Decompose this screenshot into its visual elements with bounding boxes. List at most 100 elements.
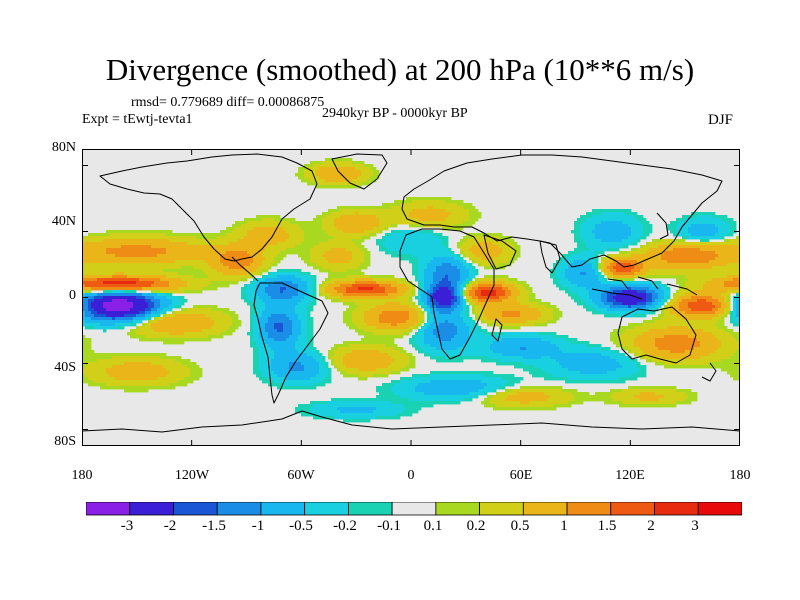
field-cell xyxy=(628,215,631,218)
field-cell xyxy=(274,293,277,296)
field-cell xyxy=(424,260,427,263)
field-cell xyxy=(214,278,217,281)
field-cell xyxy=(457,200,460,203)
field-cell xyxy=(139,248,142,251)
field-cell xyxy=(337,224,340,227)
field-cell xyxy=(631,218,634,221)
field-cell xyxy=(562,272,565,275)
field-cell xyxy=(115,239,118,242)
field-cell xyxy=(247,263,250,266)
field-cell xyxy=(136,275,139,278)
field-cell xyxy=(178,284,181,287)
field-cell xyxy=(274,275,277,278)
field-cell xyxy=(154,275,157,278)
field-cell xyxy=(730,263,733,266)
field-cell xyxy=(478,260,481,263)
field-cell xyxy=(250,284,253,287)
field-cell xyxy=(277,284,280,287)
field-cell xyxy=(190,257,193,260)
field-cell xyxy=(106,239,109,242)
field-cell xyxy=(91,269,94,272)
field-cell xyxy=(277,278,280,281)
field-cell xyxy=(205,263,208,266)
field-cell xyxy=(229,233,232,236)
field-cell xyxy=(202,263,205,266)
field-cell xyxy=(451,212,454,215)
field-cell xyxy=(616,224,619,227)
field-cell xyxy=(652,248,655,251)
field-cell xyxy=(421,275,424,278)
field-cell xyxy=(649,224,652,227)
field-cell xyxy=(130,275,133,278)
field-cell xyxy=(502,248,505,251)
field-cell xyxy=(163,245,166,248)
field-cell xyxy=(139,266,142,269)
field-cell xyxy=(91,293,94,296)
field-cell xyxy=(613,281,616,284)
field-cell xyxy=(325,236,328,239)
field-cell xyxy=(676,227,679,230)
field-cell xyxy=(352,245,355,248)
field-cell xyxy=(631,281,634,284)
field-cell xyxy=(529,290,532,293)
field-cell xyxy=(598,278,601,281)
field-cell xyxy=(481,242,484,245)
field-cell xyxy=(469,242,472,245)
field-cell xyxy=(94,245,97,248)
field-cell xyxy=(565,281,568,284)
field-cell xyxy=(628,227,631,230)
field-cell xyxy=(280,284,283,287)
field-cell xyxy=(292,242,295,245)
field-cell xyxy=(403,251,406,254)
field-cell xyxy=(634,281,637,284)
field-cell xyxy=(460,248,463,251)
field-cell xyxy=(499,236,502,239)
field-cell xyxy=(595,281,598,284)
field-cell xyxy=(388,245,391,248)
field-cell xyxy=(277,233,280,236)
field-cell xyxy=(682,257,685,260)
field-cell xyxy=(694,215,697,218)
field-cell xyxy=(373,224,376,227)
field-cell xyxy=(412,266,415,269)
field-cell xyxy=(721,287,724,290)
field-cell xyxy=(730,239,733,242)
field-cell xyxy=(352,164,355,167)
field-cell xyxy=(358,275,361,278)
field-cell xyxy=(400,254,403,257)
field-cell xyxy=(304,242,307,245)
field-cell xyxy=(310,230,313,233)
field-cell xyxy=(658,287,661,290)
field-cell xyxy=(166,251,169,254)
field-cell xyxy=(145,284,148,287)
field-cell xyxy=(391,212,394,215)
field-cell xyxy=(277,242,280,245)
field-cell xyxy=(352,278,355,281)
field-cell xyxy=(157,287,160,290)
field-cell xyxy=(619,266,622,269)
field-cell xyxy=(667,251,670,254)
field-cell xyxy=(289,230,292,233)
field-cell xyxy=(409,197,412,200)
field-cell xyxy=(154,245,157,248)
field-cell xyxy=(391,203,394,206)
field-cell xyxy=(631,224,634,227)
field-cell xyxy=(136,242,139,245)
field-cell xyxy=(484,278,487,281)
field-cell xyxy=(463,209,466,212)
field-cell xyxy=(340,278,343,281)
field-cell xyxy=(307,230,310,233)
field-cell xyxy=(430,197,433,200)
field-cell xyxy=(577,227,580,230)
field-cell xyxy=(364,227,367,230)
field-cell xyxy=(364,218,367,221)
field-cell xyxy=(130,251,133,254)
field-cell xyxy=(229,245,232,248)
field-cell xyxy=(112,293,115,296)
field-cell xyxy=(133,269,136,272)
field-cell xyxy=(664,242,667,245)
field-cell xyxy=(724,239,727,242)
field-cell xyxy=(562,266,565,269)
field-cell xyxy=(286,287,289,290)
field-cell xyxy=(331,236,334,239)
